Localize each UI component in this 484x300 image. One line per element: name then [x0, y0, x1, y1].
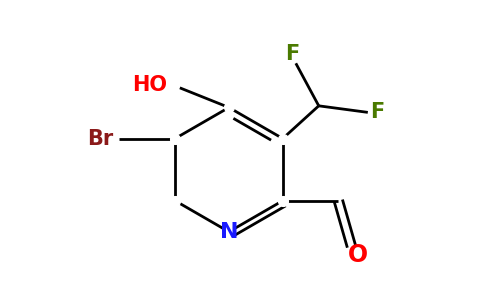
Text: N: N [220, 222, 238, 242]
Text: F: F [286, 44, 300, 64]
Text: Br: Br [87, 128, 113, 148]
Text: HO: HO [132, 75, 167, 94]
Text: O: O [348, 243, 368, 267]
Text: F: F [370, 102, 385, 122]
